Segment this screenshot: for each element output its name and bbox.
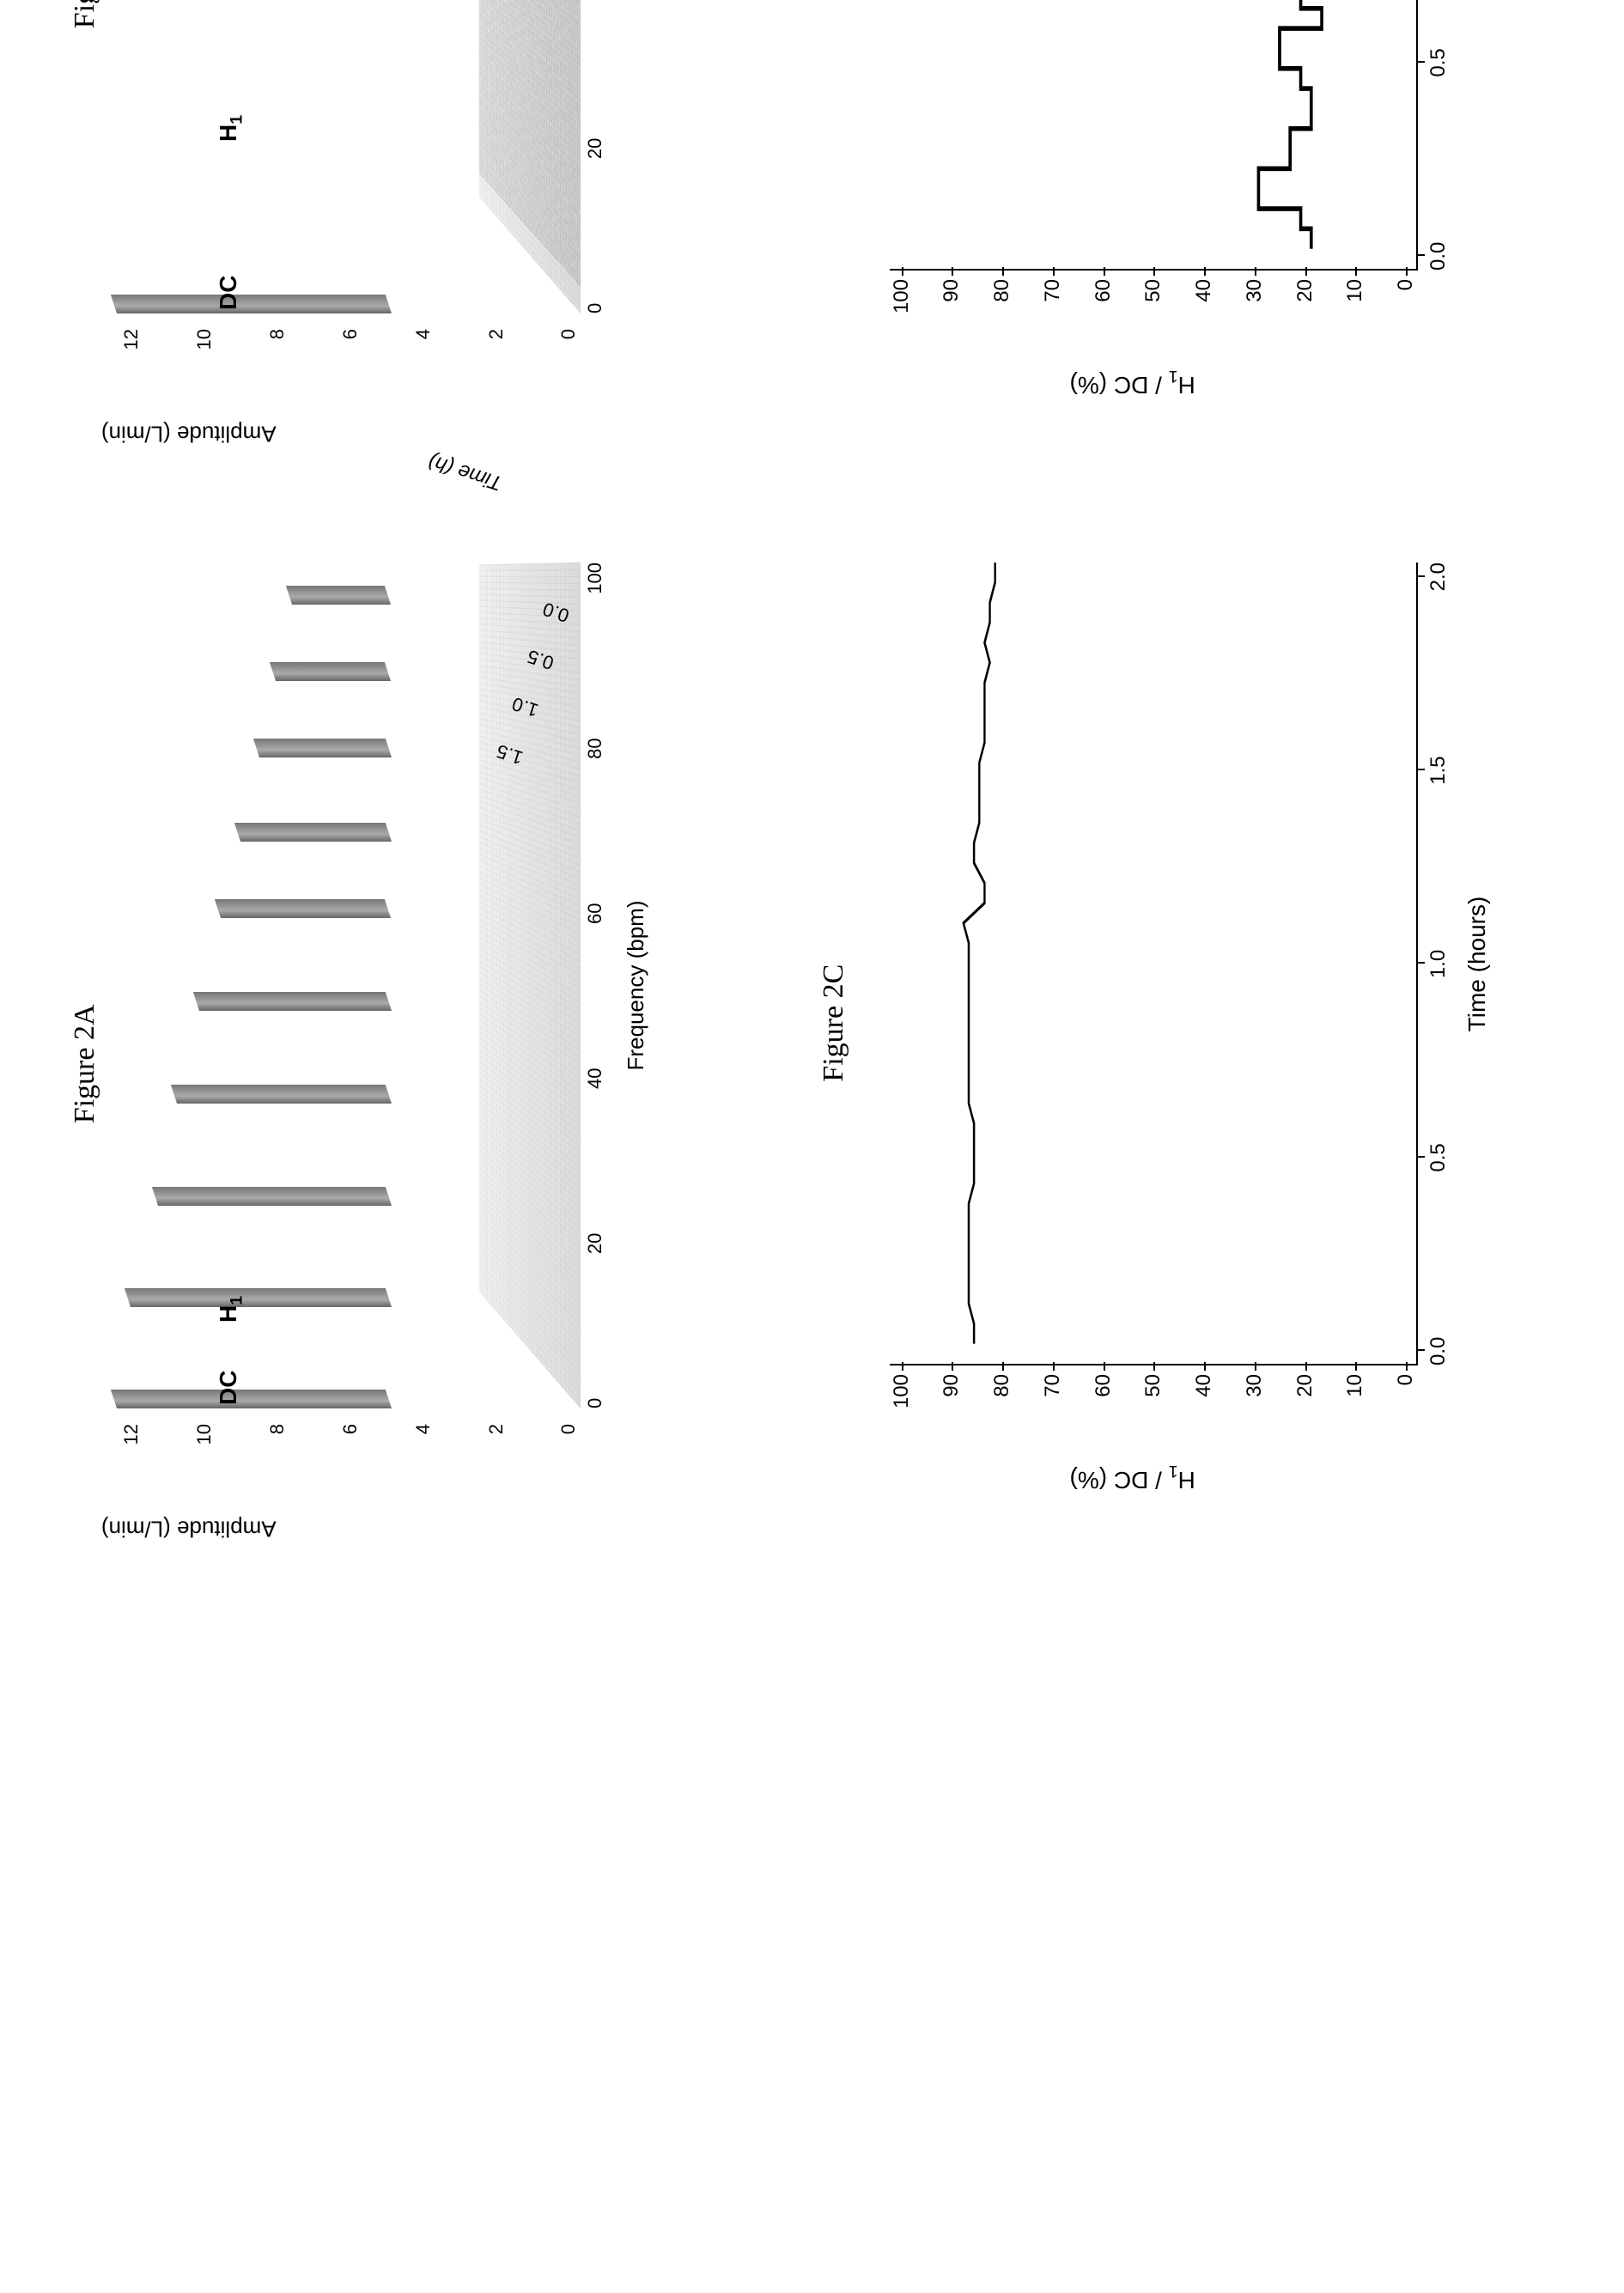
figure-2c-x-title: Time (hours) [1463,563,1491,1365]
figure-2b-x-title: Frequency (bpm) [623,0,649,313]
figure-2c-y-title: H1 / DC (%) [1070,1461,1195,1493]
figure-2c-label: Figure 2C [818,964,850,1082]
figure-2b-h1-annotation: H1 [215,115,247,142]
figure-2d-y-title: H1 / DC (%) [1070,366,1195,398]
figure-2b-z-title: Amplitude (L/min) [101,421,277,447]
figure-2b-panel: Figure 2B Amplitude (L/min) 121086420 DC… [69,0,787,425]
figure-2d-y-ticks: 1009080706050403020100 [890,279,1419,322]
figure-2a-panel: Figure 2A Amplitude (L/min) 121086420 DC… [69,477,787,1520]
figure-2d-panel: Figure 2D H1 / DC (%) 100908070605040302… [821,0,1539,425]
figure-2d-x-ticks: 0.00.51.01.52.0 [1426,0,1452,271]
figure-2b-x-ticks: 020406080100 [584,0,615,313]
figure-2b-z-axis: Amplitude (L/min) 121086420 [120,331,581,399]
figure-2a-x-ticks: 020406080100 [584,563,615,1408]
figure-2a-label: Figure 2A [69,1004,101,1123]
figure-2d-x-title: Time (hours) [1463,0,1491,271]
figure-2c-y-ticks: 1009080706050403020100 [890,1374,1419,1417]
figure-2d-plot-area [890,0,1419,271]
figure-2c-line [890,563,1417,1364]
figure-2b-walls [374,0,581,313]
figure-2b-dc-annotation: DC [215,276,242,310]
figure-2a-h1-annotation: H1 [215,1296,247,1323]
figure-2d-line [890,0,1417,269]
figure-2a-z-title: Amplitude (L/min) [101,1516,277,1542]
figure-2c-x-ticks: 0.00.51.01.52.0 [1426,563,1452,1365]
figure-2a-z-axis: Amplitude (L/min) 121086420 [120,1426,581,1494]
figure-2b-z-ticks: 121086420 [120,322,581,374]
figure-2a-z-ticks: 121086420 [120,1417,581,1469]
figure-2a-plot: Amplitude (L/min) 121086420 DC H1 020406… [129,511,769,1486]
figure-2c-panel: Figure 2C H1 / DC (%) 100908070605040302… [821,477,1539,1520]
figure-2a-y-title: Time (h) [425,448,505,495]
figure-2b-plot: Amplitude (L/min) 121086420 DC H1 020406… [129,0,769,391]
figure-2a-dc-annotation: DC [215,1371,242,1405]
figure-2a-x-title: Frequency (bpm) [623,563,649,1408]
figure-2c-plot-area [890,563,1419,1365]
figure-2b-label: Figure 2B [69,0,101,28]
